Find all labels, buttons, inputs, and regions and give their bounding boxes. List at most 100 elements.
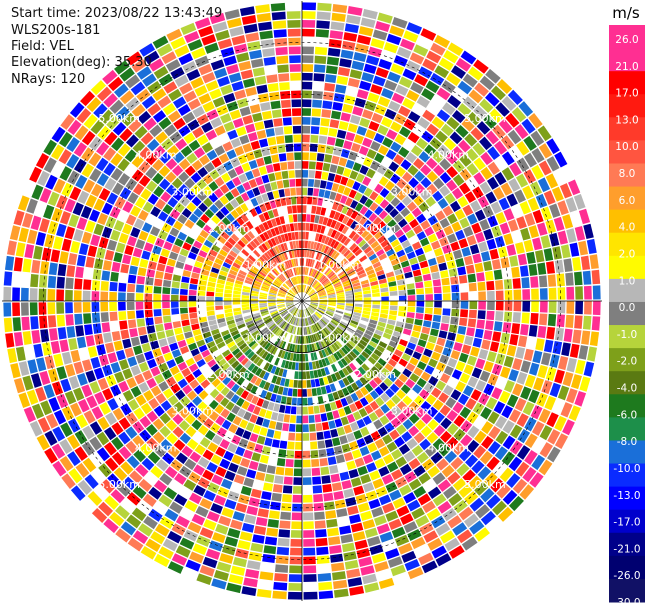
range-gate xyxy=(250,375,258,384)
range-gate xyxy=(135,301,144,310)
range-gate xyxy=(535,193,548,209)
range-gate xyxy=(255,260,263,268)
range-gate xyxy=(267,136,277,146)
range-gate xyxy=(45,413,59,429)
range-gate xyxy=(254,75,267,86)
range-gate xyxy=(206,461,218,473)
range-gate xyxy=(245,123,256,134)
range-gate xyxy=(373,375,383,385)
range-gate xyxy=(242,181,252,191)
range-gate xyxy=(458,506,474,521)
range-gate xyxy=(189,283,198,290)
range-gate xyxy=(316,322,322,330)
range-gate xyxy=(119,90,135,105)
range-gate xyxy=(104,177,117,191)
range-gate xyxy=(274,316,282,323)
range-gate xyxy=(349,322,358,329)
range-gate xyxy=(259,256,267,264)
range-gate xyxy=(110,167,123,181)
range-gate xyxy=(352,162,362,172)
range-gate xyxy=(310,297,319,300)
range-gate xyxy=(296,276,300,284)
range-gate xyxy=(207,281,216,288)
range-gate xyxy=(480,151,493,166)
range-gate xyxy=(135,293,144,301)
range-gate xyxy=(293,308,298,316)
range-gate xyxy=(281,311,289,317)
range-gate xyxy=(239,6,255,17)
range-gate xyxy=(483,329,493,341)
range-gate xyxy=(133,449,147,463)
range-gate xyxy=(474,481,489,496)
range-gate xyxy=(141,95,156,109)
range-gate xyxy=(444,537,460,552)
range-gate xyxy=(423,530,439,543)
range-gate xyxy=(509,424,523,439)
range-gate xyxy=(305,335,309,344)
range-gate xyxy=(259,294,268,298)
range-gate xyxy=(435,523,451,537)
range-gate xyxy=(224,366,234,375)
colorbar-swatch xyxy=(609,555,645,580)
range-gate xyxy=(326,288,335,293)
range-gate xyxy=(131,169,144,182)
range-gate xyxy=(271,492,282,502)
range-gate xyxy=(235,446,246,457)
range-gate xyxy=(118,311,127,321)
range-gate xyxy=(219,113,232,124)
range-gate xyxy=(288,250,293,259)
range-gate xyxy=(169,501,183,514)
range-gate xyxy=(82,290,91,301)
range-gate xyxy=(112,182,124,196)
range-gate xyxy=(83,114,98,129)
range-gate xyxy=(310,302,319,305)
range-gate xyxy=(181,319,190,327)
range-gate xyxy=(236,255,245,263)
range-gate xyxy=(146,234,157,245)
range-gate xyxy=(274,338,280,346)
range-gate xyxy=(93,198,105,212)
range-gate xyxy=(300,309,302,318)
range-gate xyxy=(345,497,357,507)
range-gate xyxy=(35,386,47,402)
range-gate xyxy=(66,153,80,169)
range-gate xyxy=(557,200,569,216)
range-gate xyxy=(470,389,482,401)
range-gate xyxy=(83,313,92,324)
range-gate xyxy=(168,251,179,261)
range-gate xyxy=(275,421,283,431)
range-gate xyxy=(302,214,307,222)
range-gate xyxy=(400,38,415,51)
range-gate xyxy=(402,265,412,274)
range-gate xyxy=(92,269,102,280)
range-gate xyxy=(395,273,405,281)
range-gate xyxy=(311,269,316,277)
range-gate xyxy=(416,301,425,307)
range-gate xyxy=(184,500,198,513)
range-gate xyxy=(318,350,324,359)
range-gate xyxy=(485,397,498,410)
range-gate xyxy=(48,328,58,341)
range-gate xyxy=(296,187,302,196)
range-gate xyxy=(268,383,275,393)
range-gate xyxy=(138,161,151,174)
range-gate xyxy=(334,266,342,274)
range-gate xyxy=(370,280,379,286)
range-gate xyxy=(448,493,463,507)
range-gate xyxy=(294,450,302,459)
range-gate xyxy=(182,325,192,333)
range-gate xyxy=(232,557,247,568)
range-gate xyxy=(196,191,207,202)
range-gate xyxy=(415,514,430,528)
range-gate xyxy=(267,354,274,363)
range-gate xyxy=(167,561,184,574)
range-gate xyxy=(230,265,239,273)
range-gate xyxy=(181,367,191,378)
range-gate xyxy=(322,316,330,323)
range-gate xyxy=(291,196,297,205)
range-gate xyxy=(201,121,213,133)
range-gate xyxy=(196,255,206,264)
range-gate xyxy=(193,147,206,159)
colorbar-swatch xyxy=(609,25,645,49)
range-gate xyxy=(195,219,206,229)
